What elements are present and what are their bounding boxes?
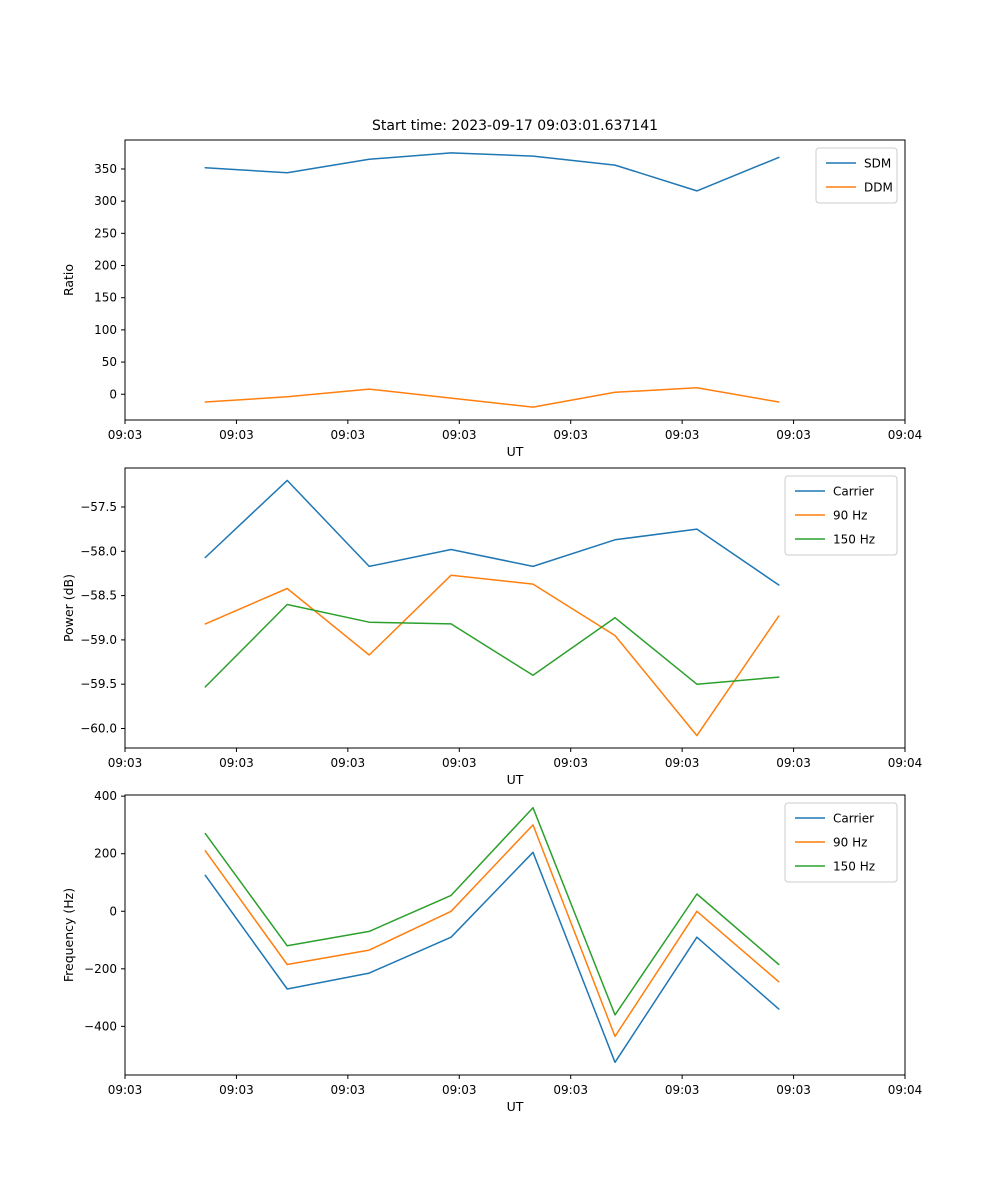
power-subplot: 09:03 09:03 09:03 09:03 09:03 09:03 09:03 09:04… [61, 467, 923, 787]
power-x-tick-label: 09:04 [888, 756, 923, 770]
frequency-x-tick-label: 09:04 [888, 1083, 923, 1097]
frequency-y-tick-label: 200 [94, 847, 117, 861]
power-y-tick-label: −58.5 [80, 589, 117, 603]
ratio-x-axis-label: UT [507, 444, 524, 459]
power-x-tick-label: 09:03 [665, 756, 700, 770]
power-legend-box [784, 475, 898, 556]
frequency-axes-frame [124, 794, 906, 1076]
power-x-tick-label: 09:03 [331, 756, 366, 770]
ratio-x-tick-label: 09:03 [776, 428, 811, 442]
frequency-series-carrier [204, 851, 780, 1064]
ratio-series-ddm [204, 387, 780, 408]
power-x-tick-label: 09:03 [776, 756, 811, 770]
frequency-x-tick-label: 09:03 [665, 1083, 700, 1097]
frequency-series-150-hz [204, 806, 780, 1016]
frequency-y-tick-label: 400 [94, 789, 117, 803]
ratio-y-axis-label: Ratio [61, 264, 76, 296]
subplot-title: Start time: 2023-09-17 09:03:01.637141 [371, 118, 659, 134]
frequency-series-90-hz [204, 824, 780, 1038]
frequency-x-axis-label: UT [507, 1099, 524, 1114]
power-axes-frame [124, 467, 906, 749]
power-x-tick-label: 09:03 [442, 756, 477, 770]
ratio-legend-label: DDM [864, 181, 893, 195]
ratio-y-tick-label: 200 [94, 259, 117, 273]
frequency-legend-box [784, 802, 898, 883]
power-x-axis-label: UT [507, 772, 524, 787]
frequency-x-tick-label: 09:03 [776, 1083, 811, 1097]
frequency-y-tick-label: −400 [84, 1019, 117, 1033]
frequency-x-tick-label: 09:03 [442, 1083, 477, 1097]
frequency-x-tick-label: 09:03 [108, 1083, 143, 1097]
ratio-series-sdm [204, 152, 780, 192]
ratio-x-tick-label: 09:03 [219, 428, 254, 442]
frequency-x-tick-label: 09:03 [219, 1083, 254, 1097]
power-y-tick-label: −58.0 [80, 544, 117, 558]
power-series-150-hz [204, 603, 780, 688]
power-x-tick-label: 09:03 [219, 756, 254, 770]
power-y-axis-label: Power (dB) [61, 574, 76, 642]
power-y-tick-label: −59.5 [80, 677, 117, 691]
ratio-x-tick-label: 09:03 [331, 428, 366, 442]
frequency-legend-label: 90 Hz [833, 836, 867, 850]
power-legend-label: 90 Hz [833, 509, 867, 523]
frequency-subplot: 09:03 09:03 09:03 09:03 09:03 09:03 09:03 09:04… [61, 789, 922, 1114]
ratio-axes-frame [124, 139, 906, 421]
power-x-tick-label: 09:03 [108, 756, 143, 770]
ratio-y-tick-label: 100 [94, 323, 117, 337]
power-y-tick-label: −60.0 [80, 722, 117, 736]
frequency-y-axis-label: Frequency (Hz) [61, 888, 76, 982]
frequency-legend-label: 150 Hz [833, 860, 875, 874]
ratio-y-tick-label: 300 [94, 194, 117, 208]
ratio-x-tick-label: 09:03 [108, 428, 143, 442]
frequency-y-tick-label: −200 [84, 962, 117, 976]
power-series-carrier [204, 479, 780, 586]
ratio-y-tick-label: 350 [94, 162, 117, 176]
ratio-legend-box [815, 147, 898, 204]
power-y-tick-label: −59.0 [80, 633, 117, 647]
ratio-y-tick-label: 150 [94, 291, 117, 305]
power-y-tick-label: −57.5 [80, 500, 117, 514]
ratio-x-tick-label: 09:03 [553, 428, 588, 442]
ratio-x-tick-label: 09:03 [665, 428, 700, 442]
ratio-y-tick-label: 250 [94, 226, 117, 240]
ratio-y-tick-label: 0 [109, 387, 117, 401]
power-legend-label: 150 Hz [833, 533, 875, 547]
frequency-x-tick-label: 09:03 [553, 1083, 588, 1097]
ratio-x-tick-label: 09:04 [888, 428, 923, 442]
power-x-tick-label: 09:03 [553, 756, 588, 770]
ratio-subplot: 09:03 09:03 09:03 09:03 09:03 09:03 09:03 09:04… [61, 139, 923, 459]
frequency-legend-label: Carrier [833, 812, 874, 826]
power-series-90-hz [204, 574, 780, 737]
ratio-y-tick-label: 50 [102, 355, 117, 369]
power-legend-label: Carrier [833, 485, 874, 499]
frequency-y-tick-label: 0 [109, 904, 117, 918]
ratio-legend-label: SDM [864, 157, 891, 171]
frequency-x-tick-label: 09:03 [331, 1083, 366, 1097]
ratio-x-tick-label: 09:03 [442, 428, 477, 442]
